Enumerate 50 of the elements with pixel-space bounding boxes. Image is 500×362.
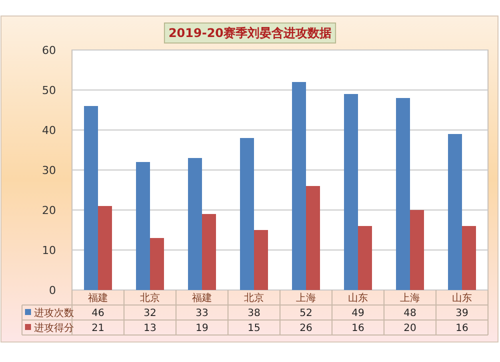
y-tick-label: 40 <box>42 124 56 137</box>
data-label: 46 <box>92 308 104 319</box>
bar <box>292 82 306 290</box>
y-tick-label: 60 <box>42 44 56 57</box>
data-label: 16 <box>352 323 364 334</box>
data-label: 13 <box>144 323 156 334</box>
x-tick-label: 山东 <box>348 292 368 304</box>
data-label: 49 <box>352 308 364 319</box>
bar <box>396 98 410 290</box>
bar <box>136 162 150 290</box>
x-tick-label: 上海 <box>400 292 420 304</box>
data-label: 16 <box>456 323 468 334</box>
y-tick-label: 30 <box>42 164 56 177</box>
bar <box>344 94 358 290</box>
x-tick-label: 北京 <box>244 292 264 304</box>
bar <box>202 214 216 290</box>
data-label: 38 <box>248 308 260 319</box>
bar <box>188 158 202 290</box>
bar <box>240 138 254 290</box>
data-label: 52 <box>300 308 312 319</box>
x-tick-label: 福建 <box>192 292 212 304</box>
bar <box>410 210 424 290</box>
bar <box>462 226 476 290</box>
data-label: 21 <box>92 323 104 334</box>
bar <box>84 106 98 290</box>
legend-label: 进攻次数 <box>34 307 74 319</box>
x-tick-label: 北京 <box>140 292 160 304</box>
bar <box>150 238 164 290</box>
bar <box>98 206 112 290</box>
data-label: 39 <box>456 308 468 319</box>
data-label: 48 <box>404 308 416 319</box>
bar <box>448 134 462 290</box>
y-tick-label: 10 <box>42 244 56 257</box>
data-label: 26 <box>300 323 312 334</box>
x-tick-label: 福建 <box>88 292 108 304</box>
data-label: 19 <box>196 323 208 334</box>
data-label: 32 <box>144 308 156 319</box>
data-label: 33 <box>196 308 208 319</box>
y-tick-label: 20 <box>42 204 56 217</box>
x-tick-label: 上海 <box>296 292 316 304</box>
y-tick-label: 50 <box>42 84 56 97</box>
bar <box>306 186 320 290</box>
bar <box>358 226 372 290</box>
legend-label: 进攻得分 <box>34 322 74 334</box>
chart-title: 2019-20赛季刘晏含进攻数据 <box>168 26 332 40</box>
data-label: 15 <box>248 323 260 334</box>
x-tick-label: 山东 <box>452 292 472 304</box>
bar <box>254 230 268 290</box>
y-tick-label: 0 <box>49 284 56 297</box>
data-label: 20 <box>404 323 416 334</box>
